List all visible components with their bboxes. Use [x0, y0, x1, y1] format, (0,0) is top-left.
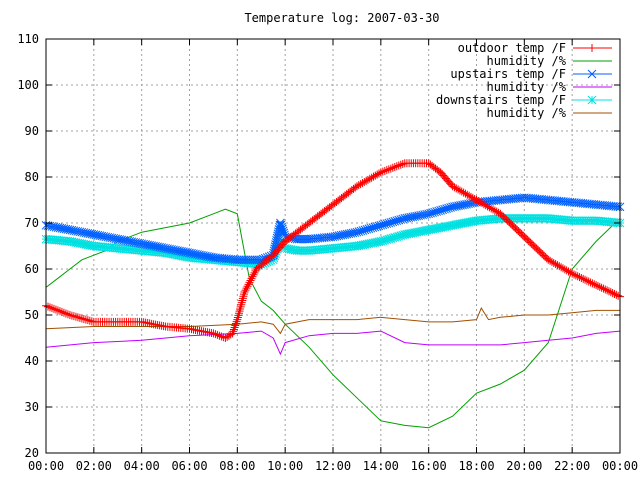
x-tick-label: 12:00 [315, 459, 351, 473]
y-tick-label: 60 [25, 262, 39, 276]
x-tick-label: 02:00 [76, 459, 112, 473]
series-humidity-6 [45, 307, 620, 335]
legend-label-upstairs-temp-f-3: upstairs temp /F [450, 67, 566, 81]
legend-label-humidity-4: humidity /% [487, 80, 567, 94]
legend-label-downstairs-temp-f-5: downstairs temp /F [436, 93, 566, 107]
y-tick-label: 70 [25, 216, 39, 230]
y-tick-label: 90 [25, 124, 39, 138]
y-tick-label: 20 [25, 446, 39, 460]
x-tick-label: 16:00 [411, 459, 447, 473]
x-tick-label: 00:00 [602, 459, 638, 473]
legend-marker-upstairs-temp-f-3 [587, 69, 597, 79]
x-tick-label: 22:00 [554, 459, 590, 473]
x-tick-label: 06:00 [171, 459, 207, 473]
y-tick-label: 110 [17, 32, 39, 46]
x-tick-label: 14:00 [363, 459, 399, 473]
y-tick-label: 50 [25, 308, 39, 322]
x-tick-label: 20:00 [506, 459, 542, 473]
x-tick-label: 08:00 [219, 459, 255, 473]
chart-title: Temperature log: 2007-03-30 [244, 11, 439, 25]
series-layer [41, 159, 625, 429]
x-tick-label: 00:00 [28, 459, 64, 473]
y-tick-label: 100 [17, 78, 39, 92]
y-tick-label: 30 [25, 400, 39, 414]
legend-marker-downstairs-temp-f-5 [587, 95, 597, 105]
x-tick-label: 04:00 [124, 459, 160, 473]
x-tick-label: 10:00 [267, 459, 303, 473]
axis-ticks: 20 30 40 50 60 70 80 90 100 110 00:00 02:00 04:00 06:… [17, 32, 638, 473]
legend-label-humidity-2: humidity /% [487, 54, 567, 68]
series-line-humidity-6 [45, 307, 620, 335]
legend-label-humidity-6: humidity /% [487, 106, 567, 120]
legend-label-outdoor-temp-f-1: outdoor temp /F [458, 41, 566, 55]
x-tick-label: 18:00 [458, 459, 494, 473]
y-tick-label: 40 [25, 354, 39, 368]
y-tick-label: 80 [25, 170, 39, 184]
legend-marker-outdoor-temp-f-1 [588, 44, 596, 52]
